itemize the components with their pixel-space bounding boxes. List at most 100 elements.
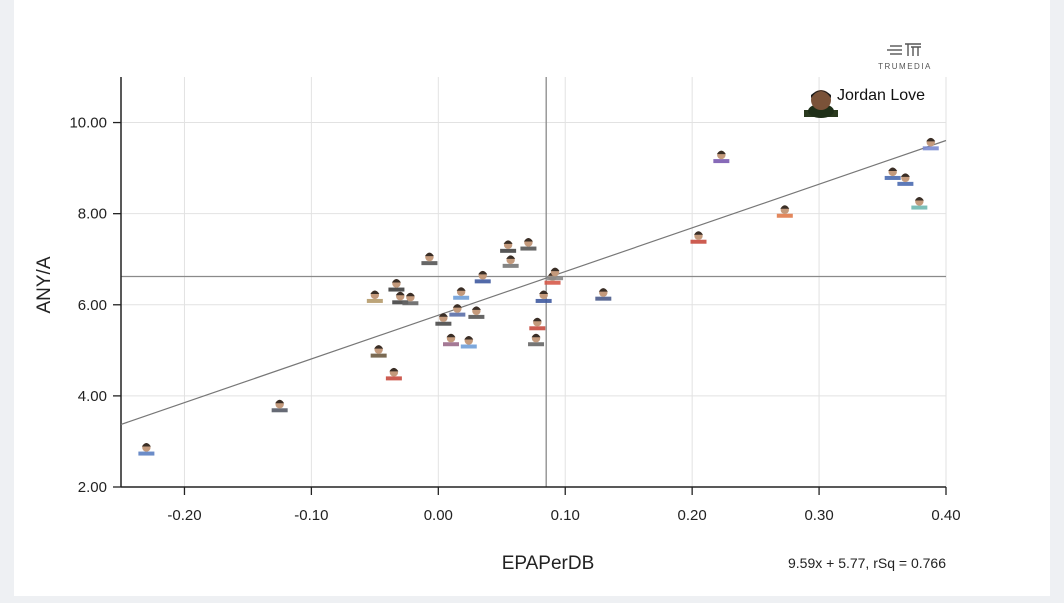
point-hair: [446, 333, 456, 338]
chart-card: -0.20 -0.10 0.00 0.10 0.20 0.30 0.40 2.00 4.00 6.…: [14, 0, 1050, 596]
data-point: [528, 333, 545, 347]
point-jersey: [271, 408, 288, 413]
x-tick-label: -0.10: [294, 507, 328, 524]
x-tick-label: 0.20: [678, 507, 707, 524]
point-jersey: [453, 295, 470, 300]
point-hair: [424, 252, 434, 257]
point-jersey: [520, 246, 537, 251]
point-hair: [694, 231, 703, 235]
data-point: [520, 238, 537, 251]
point-jersey: [435, 321, 452, 326]
scatter-chart: -0.20 -0.10 0.00 0.10 0.20 0.30 0.40 2.00 4.00 6.…: [34, 43, 961, 574]
x-axis-title: EPAPerDB: [502, 553, 595, 574]
point-hair: [780, 205, 790, 209]
point-jersey: [897, 181, 914, 186]
point-hair: [405, 292, 415, 297]
point-jersey: [388, 287, 405, 292]
x-tick-label: 0.40: [931, 507, 960, 524]
tick-marks: -0.20 -0.10 0.00 0.10 0.20 0.30 0.40 2.00 4.00 6.…: [69, 115, 960, 524]
data-point: [884, 167, 901, 180]
point-hair: [478, 270, 488, 275]
data-point: [388, 279, 405, 292]
point-hair: [370, 290, 380, 294]
trendline-group: [120, 139, 947, 426]
point-jersey: [421, 261, 438, 266]
data-points: [138, 137, 939, 456]
point-jersey: [443, 342, 459, 347]
point-hair: [716, 150, 726, 155]
trumedia-logo: TRUMEDIA: [878, 43, 932, 71]
point-jersey: [547, 276, 564, 281]
data-point: [529, 317, 546, 331]
point-hair: [926, 137, 936, 142]
axes: [120, 77, 946, 488]
point-jersey: [776, 213, 793, 218]
point-jersey: [468, 314, 485, 319]
data-point: [421, 252, 438, 266]
data-point: [366, 290, 383, 303]
data-point: [138, 443, 155, 456]
data-point: [776, 205, 793, 218]
point-jersey: [500, 248, 517, 253]
data-point: [271, 399, 288, 413]
data-point: [468, 306, 485, 319]
point-jersey: [595, 296, 612, 301]
y-tick-label: 8.00: [78, 206, 107, 223]
point-jersey: [460, 344, 477, 349]
data-point: [535, 290, 552, 303]
data-point: [595, 288, 612, 301]
point-hair: [888, 167, 898, 171]
point-jersey: [449, 312, 466, 317]
point-hair: [438, 313, 448, 317]
x-tick-label: 0.30: [804, 507, 833, 524]
y-tick-label: 2.00: [78, 479, 107, 496]
point-hair: [374, 345, 384, 349]
data-point: [453, 287, 470, 300]
point-hair: [523, 238, 533, 242]
y-tick-label: 4.00: [78, 388, 107, 405]
highlight-legend: Jordan Love: [804, 87, 925, 118]
point-jersey: [544, 280, 561, 285]
data-point: [392, 291, 409, 305]
data-point: [502, 255, 519, 268]
trumedia-wordmark: TRUMEDIA: [878, 62, 932, 71]
data-point: [474, 270, 491, 284]
y-axis-title: ANY/A: [34, 256, 55, 313]
point-jersey: [922, 146, 939, 151]
point-jersey: [529, 326, 546, 331]
data-point: [500, 240, 517, 253]
data-point: [385, 367, 402, 381]
point-hair: [275, 399, 285, 404]
point-jersey: [502, 263, 519, 268]
point-jersey: [385, 376, 402, 381]
point-jersey: [713, 159, 730, 164]
point-hair: [532, 317, 542, 322]
data-point: [690, 231, 707, 244]
point-hair: [598, 288, 608, 292]
point-hair: [389, 367, 399, 372]
data-point: [897, 173, 914, 186]
point-jersey: [535, 298, 552, 303]
x-tick-label: 0.10: [551, 507, 580, 524]
trumedia-logo-mark-icon: [887, 43, 921, 56]
point-hair: [900, 173, 910, 177]
x-tick-label: 0.00: [424, 507, 453, 524]
point-hair: [141, 443, 151, 447]
data-point: [922, 137, 939, 151]
data-point: [713, 150, 730, 164]
point-jersey: [402, 301, 419, 306]
point-jersey: [392, 300, 409, 305]
point-jersey: [528, 342, 545, 347]
trendline: [120, 139, 947, 426]
point-hair: [539, 290, 549, 294]
point-hair: [503, 240, 513, 244]
point-jersey: [366, 298, 383, 303]
point-hair: [391, 279, 401, 283]
point-jersey: [474, 279, 491, 284]
y-tick-label: 10.00: [69, 115, 107, 132]
y-tick-label: 6.00: [78, 297, 107, 314]
data-point: [443, 333, 459, 347]
point-hair: [464, 336, 474, 340]
jordan-love-avatar-icon: [804, 90, 838, 118]
data-point: [370, 345, 387, 358]
